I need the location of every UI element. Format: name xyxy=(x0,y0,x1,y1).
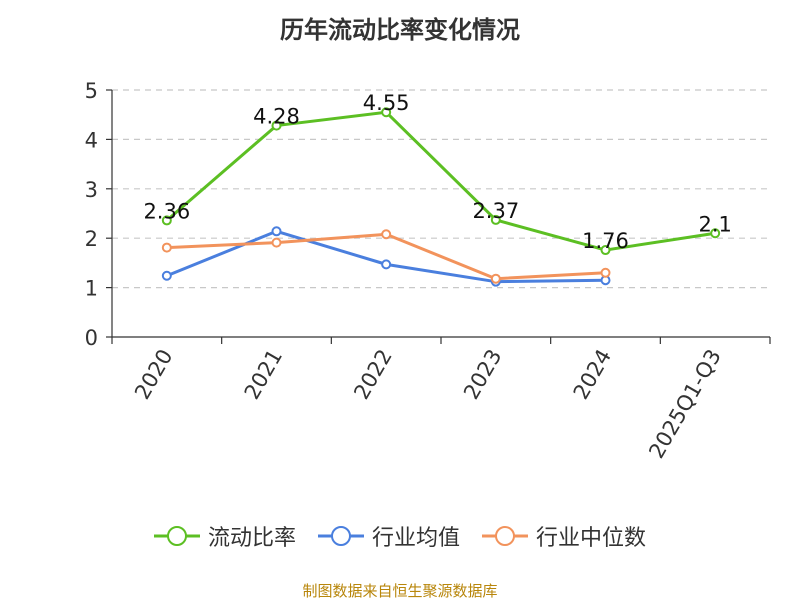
legend-label: 行业均值 xyxy=(371,526,460,551)
legend-label: 行业中位数 xyxy=(536,526,647,551)
data-point xyxy=(271,226,282,237)
legend-line-icon xyxy=(482,526,528,546)
chart-title: 历年流动比率变化情况 xyxy=(280,16,520,44)
x-tick-label: 2020 xyxy=(130,345,178,403)
y-tick-label: 2 xyxy=(85,227,98,251)
legend-item[interactable]: 行业均值 xyxy=(317,520,460,552)
source-note: 制图数据来自恒生聚源数据库 xyxy=(302,582,498,600)
data-point xyxy=(600,267,611,278)
data-point xyxy=(161,215,172,226)
data-label: 2.1 xyxy=(698,212,731,236)
data-point xyxy=(161,270,172,281)
data-point xyxy=(381,259,392,270)
y-tick-label: 0 xyxy=(85,326,98,350)
legend-label: 流动比率 xyxy=(207,526,296,551)
data-label: 1.76 xyxy=(582,229,629,253)
data-label: 4.55 xyxy=(363,91,410,115)
data-point xyxy=(271,237,282,248)
legend-line-icon xyxy=(317,526,364,546)
legend-item[interactable]: 流动比率 xyxy=(153,520,296,552)
data-label: 2.36 xyxy=(143,199,190,223)
x-tick-label: 2025Q1-Q3 xyxy=(644,345,726,462)
data-label: 4.28 xyxy=(253,105,300,129)
data-point xyxy=(271,120,282,131)
series-line xyxy=(165,110,716,252)
data-point xyxy=(710,228,721,239)
legend-line-icon xyxy=(153,526,200,546)
legend-item[interactable]: 行业中位数 xyxy=(482,520,646,552)
data-point xyxy=(161,242,172,253)
data-point xyxy=(381,107,392,118)
legend: 流动比率 行业均值 行业中位数 xyxy=(0,520,800,552)
data-point xyxy=(490,214,501,225)
data-point xyxy=(381,229,392,240)
y-tick-label: 3 xyxy=(85,178,98,202)
x-tick-label: 2024 xyxy=(569,345,617,403)
y-tick-label: 1 xyxy=(85,277,98,301)
series-line xyxy=(166,232,606,281)
x-tick-label: 2023 xyxy=(459,345,507,403)
y-tick-label: 4 xyxy=(85,128,98,152)
x-tick-label: 2021 xyxy=(240,345,288,403)
data-point xyxy=(600,245,611,256)
x-tick-label: 2022 xyxy=(349,345,397,403)
data-label: 2.37 xyxy=(472,199,519,223)
y-tick-label: 5 xyxy=(85,79,98,103)
data-point xyxy=(490,273,501,284)
